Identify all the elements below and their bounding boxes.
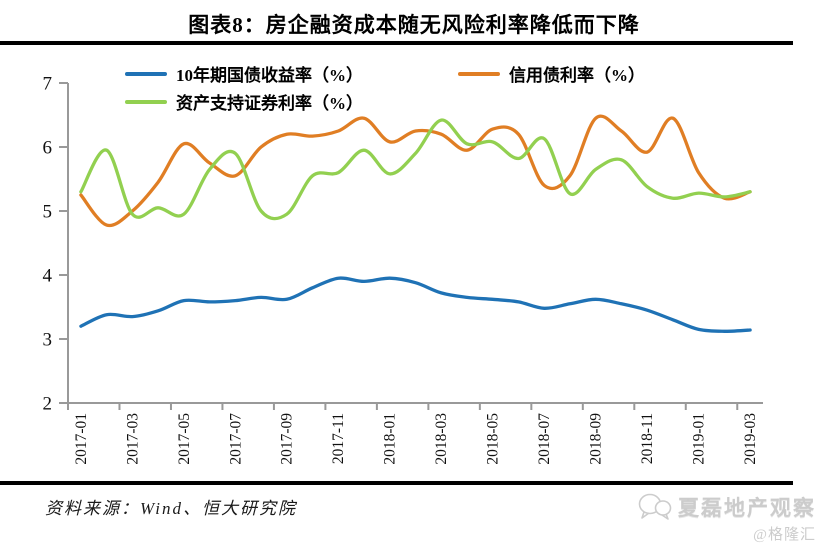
x-tick-label: 2018-03 [433,413,450,465]
x-tick-label: 2017-09 [279,413,296,465]
x-tick-label: 2017-11 [330,413,347,464]
source-note: 资料来源：Wind、恒大研究院 [45,499,297,518]
series-line-1 [79,114,752,228]
watermark-name: 夏磊地产观察 [678,496,816,520]
x-tick-label: 2019-03 [742,413,759,465]
legend-label-credit-bond: 信用债利率（%） [509,66,645,85]
series-line-2 [79,118,752,221]
credit-bond-line-marker [458,71,500,76]
chart-title: 图表8：房企融资成本随无风险利率降低而下降 [188,13,640,37]
x-tick-label: 2017-03 [124,413,141,465]
legend-item-treasury: 10年期国债收益率（%） [125,61,363,86]
x-tick-label: 2019-01 [691,413,708,465]
y-tick-label: 7 [43,74,53,95]
legend-label-treasury: 10年期国债收益率（%） [176,66,363,85]
y-tick-label: 6 [43,138,53,159]
watermark-handle: @格隆汇 [753,527,816,543]
top-rule [0,41,793,45]
x-tick-label: 2017-01 [73,413,90,465]
series-line-0 [79,276,752,333]
legend-label-abs: 资产支持证券利率（%） [176,94,363,113]
treasury-line-marker [125,71,167,76]
y-tick-label: 5 [43,202,53,223]
y-tick-label: 3 [43,330,53,351]
legend-item-abs: 资产支持证券利率（%） [125,89,363,114]
x-tick-label: 2018-01 [382,413,399,465]
chat-bubbles-icon [638,493,672,520]
y-tick-label: 2 [43,394,53,415]
x-tick-label: 2018-11 [639,413,656,464]
x-tick-label: 2018-07 [536,413,553,465]
y-tick-label: 4 [43,266,53,287]
watermark: 夏磊地产观察 @格隆汇 [638,492,816,544]
x-tick-label: 2017-05 [176,413,193,465]
x-tick-label: 2017-07 [227,413,244,465]
abs-line-marker [125,99,167,104]
legend-item-credit-bond: 信用债利率（%） [458,61,645,86]
x-tick-label: 2018-09 [588,413,605,465]
bottom-rule [0,481,793,485]
x-tick-label: 2018-05 [485,413,502,465]
